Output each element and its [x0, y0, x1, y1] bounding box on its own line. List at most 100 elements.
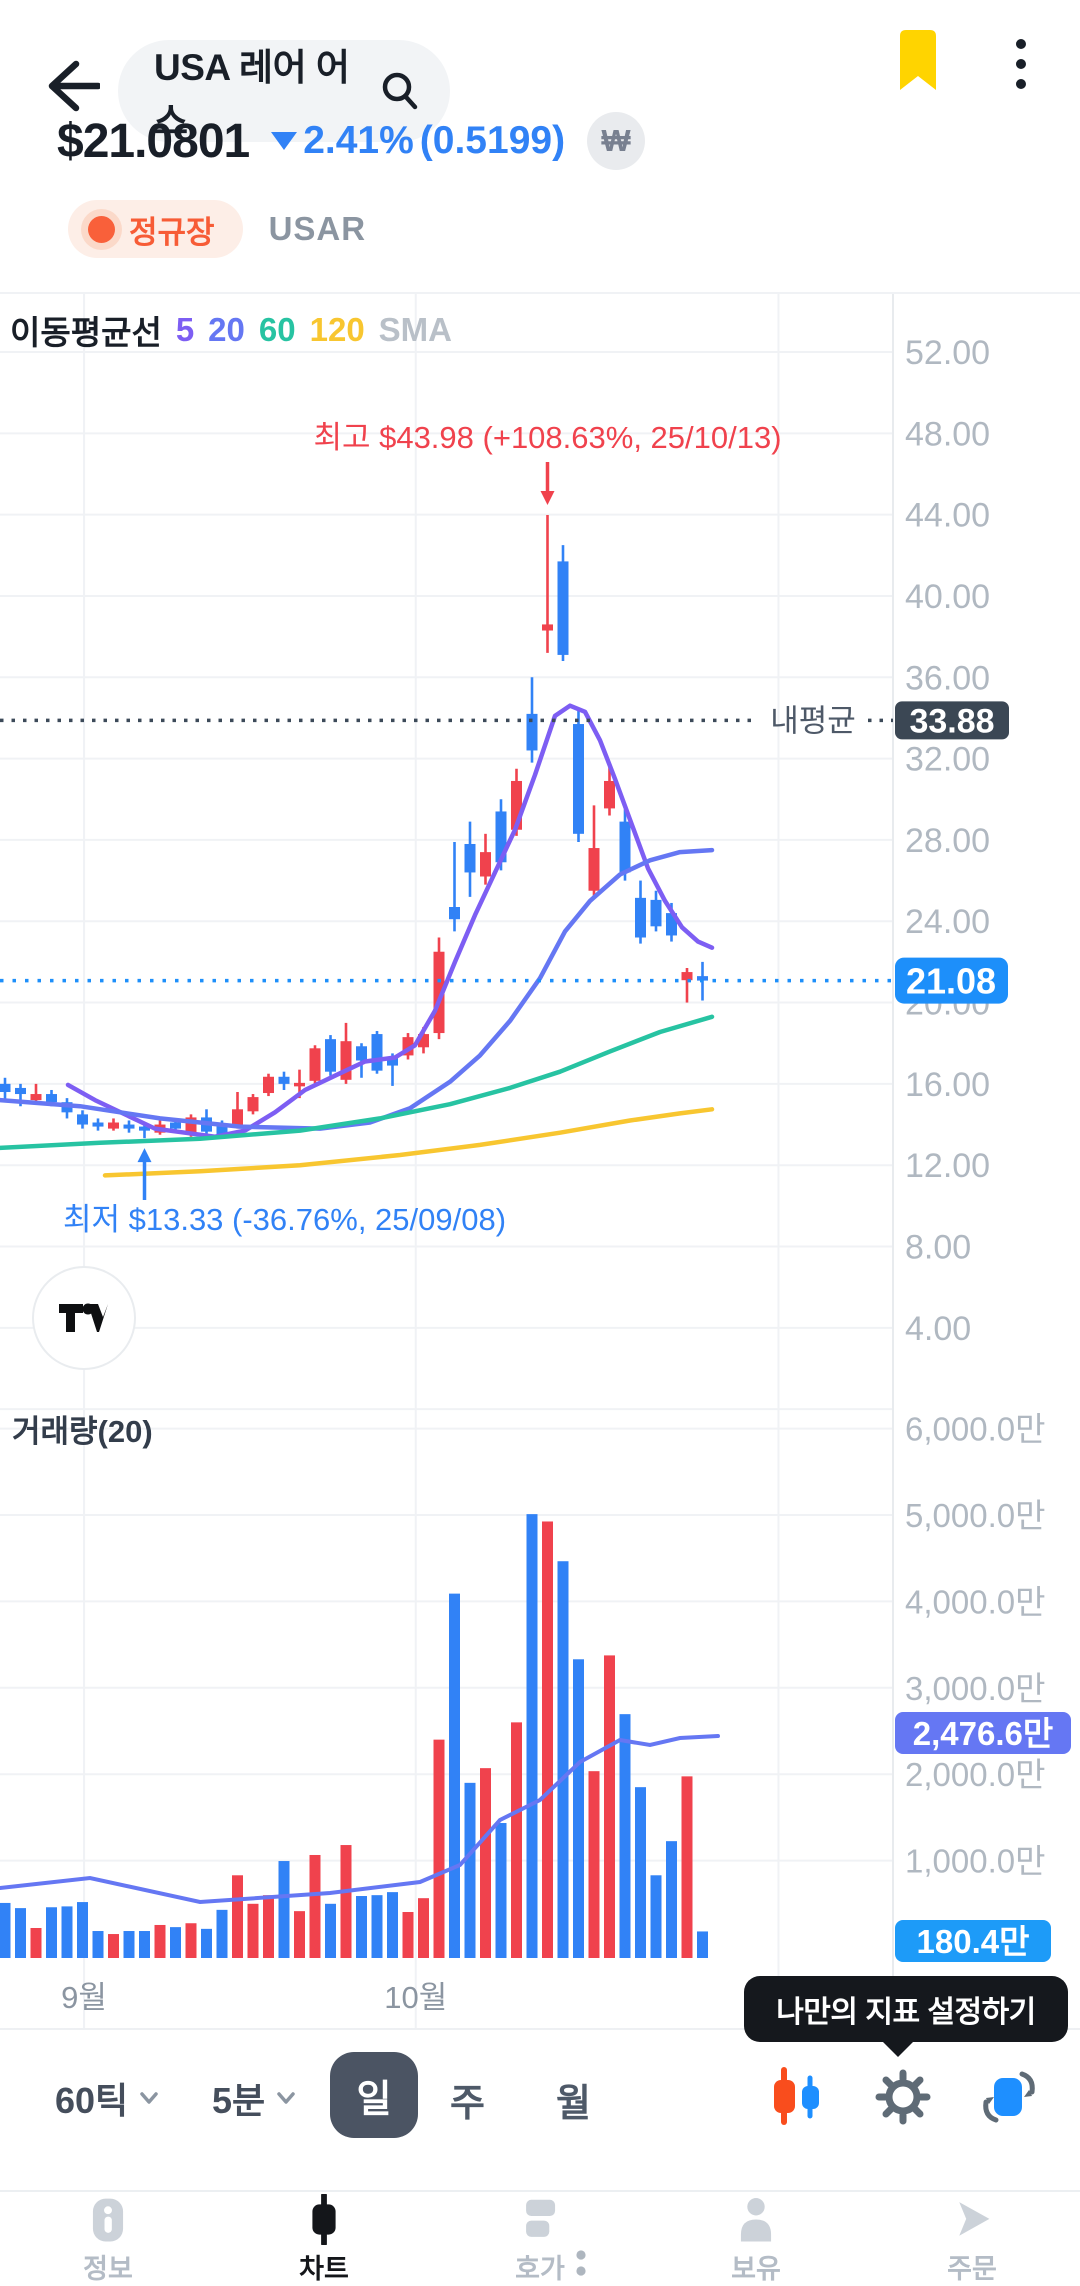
- candle-body: [46, 1094, 57, 1103]
- x-axis-month-label: 9월: [61, 1980, 107, 2015]
- volume-bar: [61, 1906, 73, 1958]
- ma20-line: [0, 847, 715, 1131]
- timeframe-tick-button[interactable]: 60틱: [55, 2072, 160, 2124]
- candle-body: [557, 561, 569, 655]
- legend-sma-label: SMA: [378, 311, 453, 348]
- stock-search-field[interactable]: USA 레어 어스: [118, 40, 450, 142]
- my-average-label: 내평균: [770, 703, 856, 738]
- volume-bar: [356, 1896, 367, 1958]
- price-axis-label: 36.00: [905, 659, 990, 697]
- volume-bar: [15, 1908, 26, 1958]
- indicator-settings-gear-icon[interactable]: [872, 2066, 934, 2128]
- candlestick-chart-icon: [312, 2194, 336, 2245]
- nav-item-info[interactable]: 정보: [0, 2192, 216, 2286]
- nav-item-holdings[interactable]: 보유: [648, 2192, 864, 2286]
- price-axis-label: 48.00: [905, 415, 990, 453]
- volume-bar: [170, 1927, 181, 1958]
- order-arrow-icon: [959, 2202, 990, 2236]
- volume-bar: [418, 1898, 429, 1958]
- candle-body: [511, 780, 522, 830]
- candle-body: [232, 1109, 243, 1127]
- more-menu-icon[interactable]: [1006, 36, 1036, 92]
- volume-ma-badge: [895, 1712, 1071, 1755]
- price-axis-label: 52.00: [905, 334, 990, 372]
- volume-bar: [77, 1902, 88, 1958]
- nav-item-order[interactable]: 주문: [864, 2192, 1080, 2286]
- flip-chart-button[interactable]: [978, 2066, 1040, 2128]
- candle-body: [480, 852, 491, 877]
- candle-body: [77, 1114, 88, 1125]
- candle-body: [92, 1122, 104, 1127]
- down-triangle-icon: [271, 132, 298, 150]
- candle-body: [650, 899, 662, 927]
- price-axis-label: 12.00: [905, 1147, 990, 1185]
- price-change-text: 2.41% (0.5199): [271, 119, 565, 163]
- volume-bar: [557, 1561, 569, 1958]
- indicator-settings-tooltip[interactable]: 나만의 지표 설정하기: [744, 1976, 1068, 2057]
- krw-toggle-button[interactable]: ₩: [587, 112, 646, 170]
- search-icon: [382, 72, 418, 110]
- volume-bar: [309, 1854, 321, 1958]
- candle-body: [666, 913, 677, 936]
- timeframe-controls: 60틱 5분 일 주 월: [0, 2030, 1080, 2190]
- ma120-line: [102, 1107, 715, 1178]
- back-icon[interactable]: [40, 56, 100, 116]
- volume-bar: [526, 1514, 538, 1958]
- volume-indicator-label: 거래량(20): [12, 1414, 153, 1449]
- volume-ma-value: 2,476.6만: [913, 1715, 1053, 1752]
- volume-bar: [681, 1776, 693, 1958]
- volume-axis-label: 1,000.0만: [905, 1843, 1045, 1880]
- volume-bar: [402, 1912, 414, 1958]
- candle-body: [294, 1082, 305, 1087]
- volume-bar: [573, 1659, 584, 1958]
- tradingview-logo[interactable]: [32, 1266, 136, 1370]
- price-axis-label: 32.00: [905, 741, 990, 779]
- my-average-value: 33.88: [909, 702, 994, 740]
- volume-bar: [433, 1739, 445, 1958]
- timeframe-minute-button[interactable]: 5분: [212, 2072, 297, 2124]
- volume-axis-label: 2,000.0만: [905, 1756, 1045, 1793]
- volume-bar: [232, 1875, 243, 1958]
- volume-bar: [325, 1903, 336, 1958]
- candle-body: [123, 1124, 135, 1129]
- nav-item-orderbook[interactable]: 호가: [432, 2192, 648, 2286]
- volume-axis-label: 3,000.0만: [905, 1670, 1045, 1707]
- x-axis-month-label: 10월: [384, 1980, 447, 2015]
- moving-average-legend: 이동평균선 5 20 60 120 SMA: [10, 306, 452, 354]
- volume-bar: [511, 1722, 522, 1958]
- nav-item-chart-active[interactable]: 차트: [216, 2192, 432, 2286]
- price-axis-label: 16.00: [905, 1066, 990, 1104]
- stock-name: USA 레어 어스: [154, 47, 350, 142]
- volume-bar: [542, 1521, 553, 1958]
- price-axis-label: 4.00: [905, 1310, 971, 1348]
- timeframe-month-button[interactable]: 월: [556, 2083, 591, 2125]
- current-price-badge: [895, 957, 1008, 1004]
- candle-body: [697, 976, 708, 981]
- low-annotation-text: 최저 $13.33 (-36.76%, 25/09/08): [63, 1202, 506, 1237]
- legend-period-60: 60: [258, 311, 296, 348]
- market-status-pill[interactable]: 정규장: [68, 200, 243, 258]
- volume-bar: [139, 1931, 150, 1958]
- timeframe-week-button[interactable]: 주: [450, 2083, 485, 2125]
- legend-period-5: 5: [175, 311, 195, 348]
- candle-body: [278, 1076, 290, 1084]
- candle-body: [139, 1126, 150, 1131]
- volume-last-value: 180.4만: [917, 1923, 1030, 1960]
- volume-bar: [216, 1909, 228, 1958]
- volume-bar: [123, 1931, 135, 1958]
- timeframe-day-button-selected[interactable]: 일: [330, 2052, 418, 2138]
- bookmark-icon[interactable]: [896, 30, 940, 92]
- volume-bar: [650, 1875, 662, 1958]
- volume-bar: [495, 1823, 507, 1958]
- volume-bar: [449, 1593, 460, 1958]
- chart-style-button[interactable]: [772, 2066, 822, 2126]
- my-average-badge: [895, 701, 1009, 740]
- candle-body: [433, 951, 445, 1034]
- candle-body: [216, 1123, 228, 1136]
- candle-body: [340, 1041, 352, 1080]
- volume-bar: [387, 1892, 398, 1958]
- tooltip-pointer: [882, 2041, 914, 2057]
- candle-body: [402, 1037, 414, 1056]
